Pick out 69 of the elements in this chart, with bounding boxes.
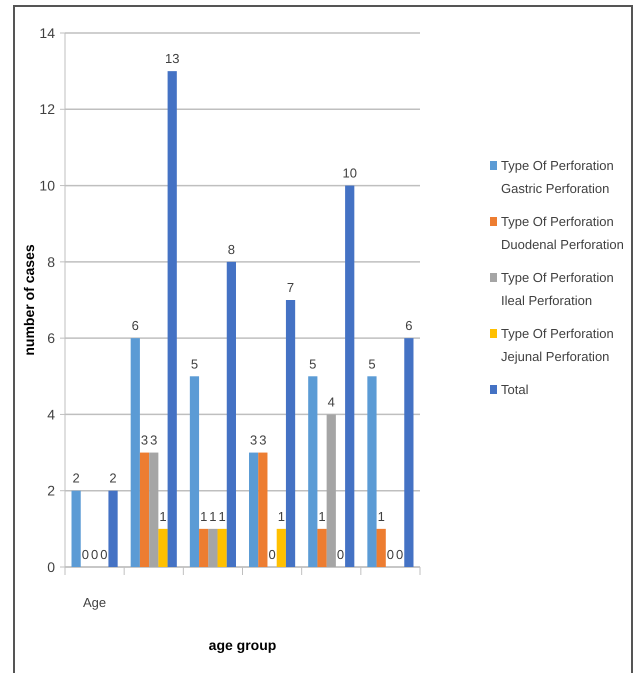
legend-label: Total [501,382,529,397]
bar [326,414,336,567]
bar [249,452,258,567]
y-tick-label: 4 [47,406,56,422]
data-label: 1 [218,508,226,524]
bar [404,338,414,567]
data-label: 0 [386,547,394,562]
legend-label: Type Of Perforation Ileal Perforation [501,270,614,308]
x-tick-label: Age [83,595,106,610]
data-label: 1 [209,508,217,524]
data-label: 0 [90,547,98,562]
bar [168,71,177,567]
bar [308,376,318,567]
y-tick-label: 12 [39,101,56,118]
data-label: 3 [150,432,158,448]
y-axis-title: number of cases [21,244,37,356]
bar [276,528,286,567]
data-label: 1 [159,508,167,524]
bar [158,528,168,567]
bar [199,528,208,567]
legend-label: Type Of Perforation Gastric Perforation [501,158,614,196]
bar [226,262,236,567]
data-label: 0 [396,547,404,562]
data-label: 2 [109,470,117,486]
data-label: 4 [328,394,335,410]
data-label: 5 [190,356,198,372]
bar [149,452,158,567]
data-label: 0 [336,547,344,562]
data-label: 0 [100,547,108,562]
data-label: 6 [132,318,139,334]
y-tick-label: 14 [39,24,56,41]
data-label: 3 [140,432,148,448]
data-label: 13 [164,51,180,66]
bar [190,376,200,567]
data-label: 1 [318,508,326,524]
y-tick-label: 6 [47,330,56,346]
data-label: 0 [268,547,276,562]
bar [286,300,296,567]
data-label: 5 [309,356,316,372]
bar [208,528,218,567]
y-tick-label: 2 [47,482,56,499]
data-label: 7 [286,280,294,295]
bar [72,490,81,567]
bar [317,528,327,567]
data-label: 1 [200,508,208,524]
bar [218,528,227,567]
bar [258,452,268,567]
data-label: 6 [405,318,412,334]
data-label: 1 [378,508,385,524]
bar [140,452,150,567]
y-tick-label: 8 [47,254,56,270]
data-label: 8 [228,242,235,257]
x-axis-title: age group [208,637,276,653]
y-tick-label: 0 [47,558,56,575]
bar [376,528,386,567]
data-label: 3 [259,432,266,448]
data-label: 10 [342,166,357,181]
bar [367,376,377,567]
bar [130,338,140,567]
legend-label: Type Of Perforation Jejunal Perforation [501,326,614,364]
data-label: 3 [250,432,258,448]
y-tick-label: 10 [39,177,56,194]
legend-label: Type Of Perforation Duodenal Perforation [501,214,624,252]
bar [108,490,118,567]
data-label: 1 [278,508,285,524]
data-label: 0 [82,547,89,562]
data-label: 2 [72,470,80,486]
bar [345,186,354,567]
data-label: 5 [368,356,376,372]
